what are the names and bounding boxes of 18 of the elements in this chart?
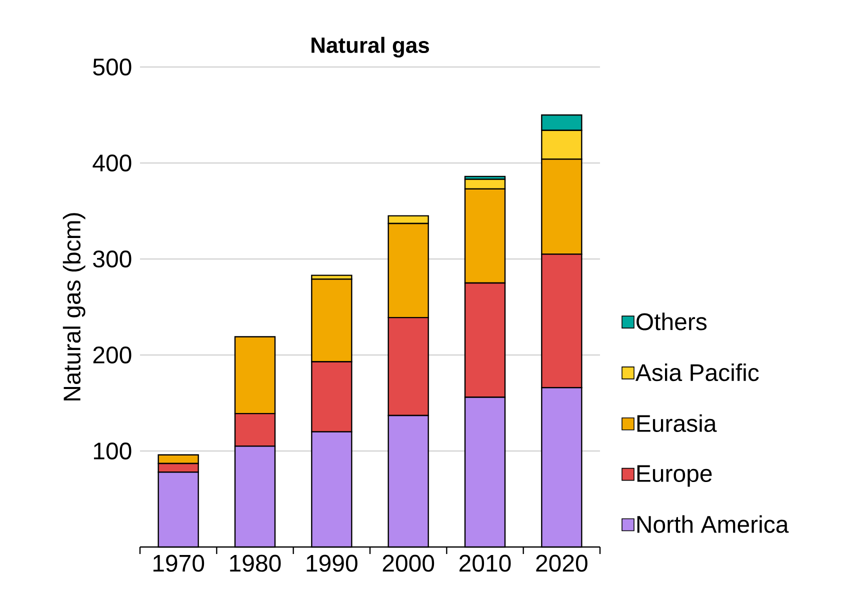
legend-label: Europe (637, 465, 712, 487)
x-tick-label: 2010 (460, 554, 511, 572)
y-tick-label: 300 (93, 250, 132, 268)
y-tick-label: 200 (93, 346, 132, 364)
legend-label: Others (636, 312, 707, 330)
y-axis-title: Natural gas (bcm) (62, 213, 86, 400)
chart-title: Natural gas (312, 36, 429, 58)
y-tick-label: 100 (94, 442, 132, 460)
y-tick-label: 400 (92, 154, 132, 172)
x-tick-label: 1990 (306, 554, 358, 572)
x-tick-label: 1970 (153, 554, 204, 572)
x-tick-label: 2020 (536, 554, 588, 572)
y-tick-label: 500 (93, 58, 132, 76)
legend-label: Asia Pacific (635, 364, 759, 382)
x-tick-label: 2000 (382, 554, 434, 572)
x-tick-label: 1980 (230, 554, 281, 572)
legend-label: Eurasia (637, 414, 717, 432)
legend-label: North America (637, 515, 789, 533)
